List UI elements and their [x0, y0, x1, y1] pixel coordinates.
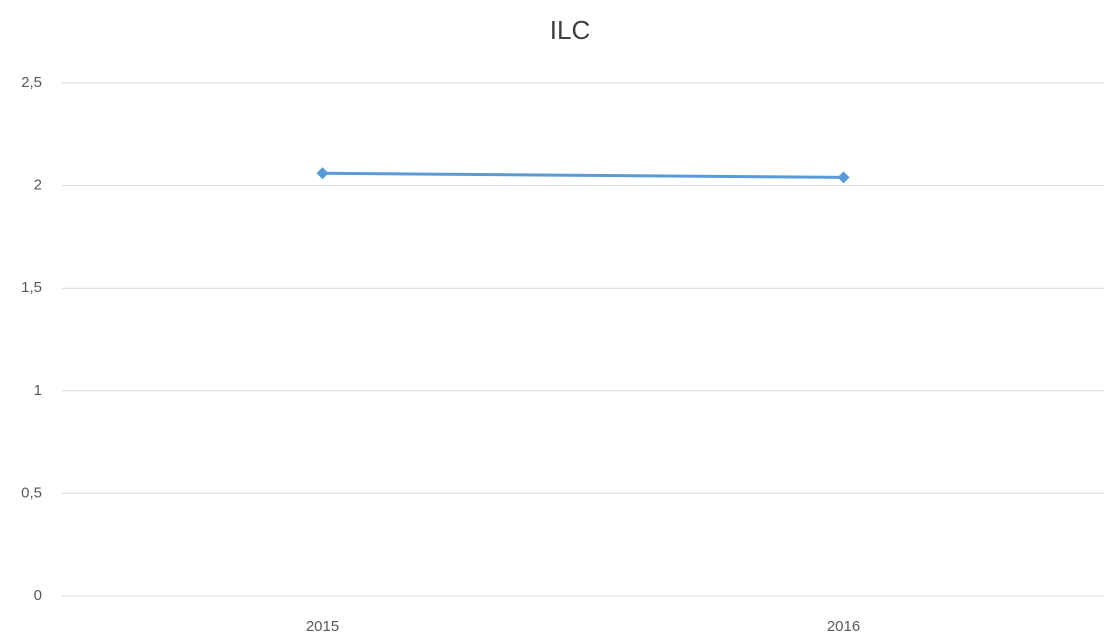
- y-tick-label: 2: [34, 177, 42, 194]
- y-tick-label: 1: [34, 382, 42, 399]
- chart-title: ILC: [550, 15, 590, 45]
- series-line: [321, 171, 845, 179]
- y-tick-label: 1,5: [21, 279, 42, 296]
- marker: [316, 167, 329, 180]
- marker: [837, 171, 850, 184]
- y-tick-label: 0,5: [21, 484, 42, 501]
- y-tick-label: 2,5: [21, 74, 42, 91]
- y-tick-label: 0: [34, 587, 42, 604]
- x-tick-label: 2015: [306, 618, 339, 635]
- x-tick-label: 2016: [827, 618, 860, 635]
